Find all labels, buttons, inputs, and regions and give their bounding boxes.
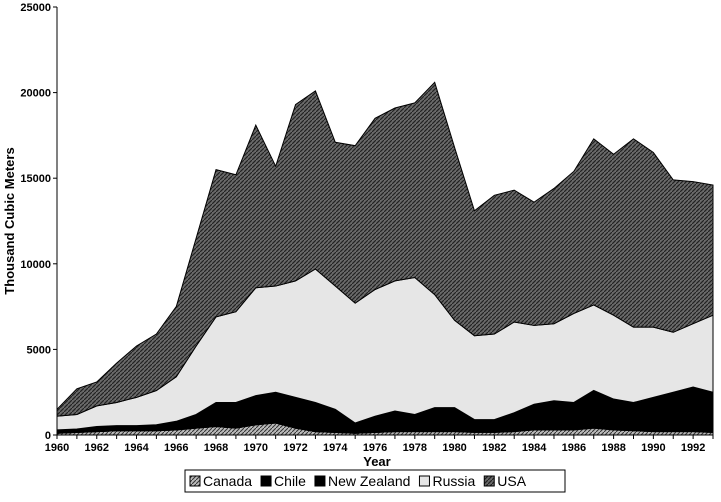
legend-item-new-zealand: New Zealand bbox=[314, 473, 411, 489]
legend-item-usa: USA bbox=[483, 473, 527, 489]
y-tick-label: 10000 bbox=[20, 259, 51, 271]
x-tick-label: 1990 bbox=[641, 442, 665, 454]
x-tick-label: 1988 bbox=[601, 442, 625, 454]
x-tick-label: 1972 bbox=[283, 442, 307, 454]
legend-swatch bbox=[418, 475, 430, 487]
x-tick-label: 1978 bbox=[403, 442, 427, 454]
legend-label: Russia bbox=[432, 473, 475, 489]
legend-label: USA bbox=[497, 473, 526, 489]
legend: Canada Chile New Zealand Russia USA bbox=[184, 469, 566, 493]
x-tick-label: 1962 bbox=[85, 442, 109, 454]
x-tick-label: 1960 bbox=[45, 442, 69, 454]
axes: 0 5000 10000 15000 20000 25000 1960 1962 1964 196… bbox=[20, 2, 714, 454]
legend-label: Canada bbox=[203, 473, 252, 489]
y-tick-label: 25000 bbox=[20, 2, 51, 14]
y-tick-label: 0 bbox=[45, 430, 51, 442]
y-tick-label: 15000 bbox=[20, 173, 51, 185]
legend-label: Chile bbox=[274, 473, 306, 489]
x-tick-label: 1980 bbox=[442, 442, 466, 454]
legend-item-russia: Russia bbox=[418, 473, 475, 489]
x-tick-label: 1968 bbox=[204, 442, 228, 454]
areas bbox=[56, 81, 714, 436]
x-tick-label: 1976 bbox=[363, 442, 387, 454]
legend-item-canada: Canada bbox=[189, 473, 252, 489]
legend-swatch bbox=[189, 475, 201, 487]
x-tick-label: 1964 bbox=[124, 442, 149, 454]
y-tick-label: 5000 bbox=[27, 344, 51, 356]
legend-label: New Zealand bbox=[328, 473, 411, 489]
y-tick-label: 20000 bbox=[20, 88, 51, 100]
legend-box bbox=[184, 469, 566, 493]
x-tick-label: 1966 bbox=[164, 442, 188, 454]
legend-swatch bbox=[260, 475, 272, 487]
x-tick-label: 1986 bbox=[562, 442, 586, 454]
x-tick-label: 1974 bbox=[323, 442, 348, 454]
legend-swatch bbox=[483, 475, 495, 487]
legend-swatch bbox=[314, 475, 326, 487]
x-axis-label: Year bbox=[363, 454, 390, 469]
y-axis-label: Thousand Cubic Meters bbox=[2, 147, 17, 294]
x-tick-label: 1982 bbox=[482, 442, 506, 454]
legend-item-chile: Chile bbox=[260, 473, 306, 489]
x-tick-label: 1992 bbox=[681, 442, 705, 454]
x-tick-label: 1984 bbox=[522, 442, 547, 454]
x-tick-label: 1970 bbox=[244, 442, 268, 454]
area-usa bbox=[56, 81, 714, 417]
